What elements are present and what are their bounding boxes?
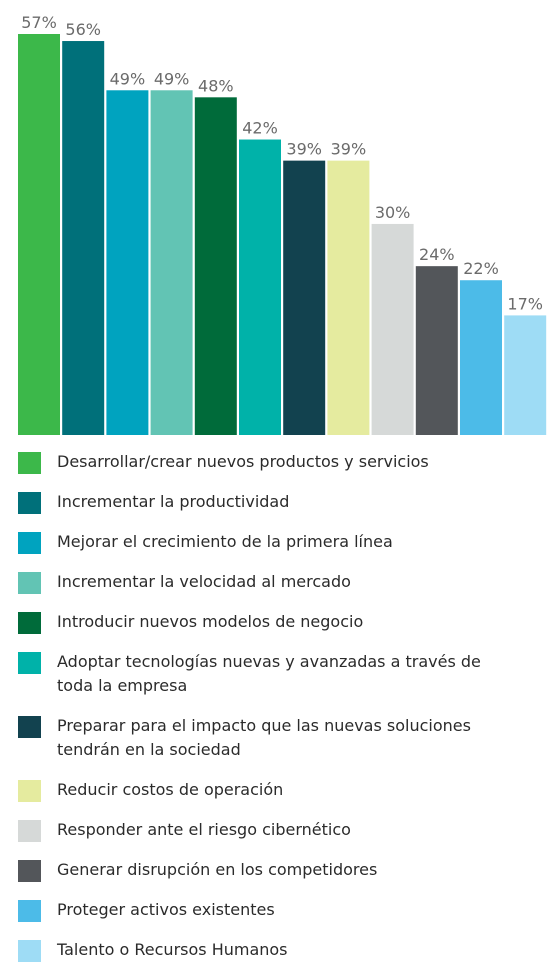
value-label: 22%: [463, 259, 499, 278]
bar: [62, 41, 105, 435]
value-label: 49%: [110, 69, 146, 88]
value-label: 42%: [242, 119, 278, 138]
bar: [239, 139, 281, 436]
bar: [283, 160, 326, 435]
value-label: 39%: [286, 140, 322, 159]
legend-item: Responder ante el riesgo cibernético: [18, 818, 538, 842]
bar: [18, 34, 60, 435]
bar: [106, 90, 149, 435]
value-label: 57%: [21, 13, 57, 32]
legend-item: Talento o Recursos Humanos: [18, 938, 538, 962]
legend-swatch: [18, 820, 41, 842]
bar: [150, 90, 193, 435]
legend-item: Preparar para el impacto que las nuevas …: [18, 714, 538, 762]
legend-label: Incrementar la productividad: [57, 492, 290, 511]
value-label: 56%: [65, 20, 101, 39]
value-label: 49%: [154, 69, 190, 88]
value-label: 48%: [198, 76, 234, 95]
legend-item: Incrementar la velocidad al mercado: [18, 570, 538, 594]
bar: [327, 160, 370, 435]
legend-item: Desarrollar/crear nuevos productos y ser…: [18, 450, 538, 474]
legend-item: Mejorar el crecimiento de la primera lín…: [18, 530, 538, 554]
legend-label: Responder ante el riesgo cibernético: [57, 820, 351, 839]
bar: [194, 97, 237, 435]
legend-item: Generar disrupción en los competidores: [18, 858, 538, 882]
legend-swatch: [18, 652, 41, 674]
legend-swatch: [18, 900, 41, 922]
legend-item: Incrementar la productividad: [18, 490, 538, 514]
legend-label: Incrementar la velocidad al mercado: [57, 572, 351, 591]
legend-label: Proteger activos existentes: [57, 900, 275, 919]
bar: [460, 280, 502, 435]
value-label: 24%: [419, 245, 455, 264]
bar: [415, 266, 458, 435]
legend-label: Introducir nuevos modelos de negocio: [57, 612, 364, 631]
legend-swatch: [18, 532, 41, 554]
chart: 57% 56% 49% 49% 48% 42% 39% 39% 30% 24% 22% 17%: [18, 13, 547, 436]
legend-label: Mejorar el crecimiento de la primera lín…: [57, 532, 393, 551]
legend-swatch: [18, 716, 41, 738]
legend-label: Desarrollar/crear nuevos productos y ser…: [57, 452, 429, 471]
value-label: 17%: [507, 294, 543, 313]
legend-label: Preparar para el impacto que las nuevas …: [57, 716, 471, 759]
value-label: 39%: [331, 140, 367, 159]
legend-label: Talento o Recursos Humanos: [57, 940, 288, 959]
legend-swatch: [18, 940, 41, 962]
legend-item: Introducir nuevos modelos de negocio: [18, 610, 538, 634]
legend-swatch: [18, 572, 41, 594]
legend-swatch: [18, 452, 41, 474]
legend-item: Adoptar tecnologías nuevas y avanzadas a…: [18, 650, 538, 698]
legend-swatch: [18, 492, 41, 514]
legend-swatch: [18, 612, 41, 634]
legend: Desarrollar/crear nuevos productos y ser…: [18, 450, 538, 978]
legend-label: Reducir costos de operación: [57, 780, 284, 799]
bar: [504, 315, 547, 435]
legend-swatch: [18, 780, 41, 802]
value-label: 30%: [375, 203, 411, 222]
legend-item: Proteger activos existentes: [18, 898, 538, 922]
legend-label: Generar disrupción en los competidores: [57, 860, 378, 879]
bar: [371, 223, 414, 435]
legend-label: Adoptar tecnologías nuevas y avanzadas a…: [57, 652, 481, 695]
legend-item: Reducir costos de operación: [18, 778, 538, 802]
legend-swatch: [18, 860, 41, 882]
